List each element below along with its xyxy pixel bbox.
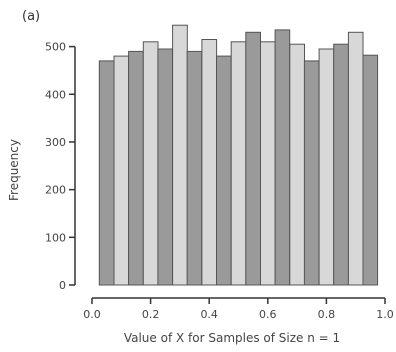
histogram-bar: [362, 54, 379, 286]
histogram-bar: [318, 48, 335, 286]
histogram-bar: [230, 41, 247, 286]
y-tick-label: 500: [45, 41, 66, 54]
histogram-bar: [113, 55, 130, 286]
y-axis-title: Frequency: [7, 139, 21, 201]
x-tick-label: 0.0: [83, 308, 101, 321]
histogram-bar: [142, 41, 159, 286]
y-tick-label: 300: [45, 136, 66, 149]
x-axis-title: Value of X for Samples of Size n = 1: [124, 331, 340, 345]
histogram-bar: [303, 60, 320, 286]
histogram-bar: [347, 31, 364, 286]
y-tick-label: 400: [45, 88, 66, 101]
panel-label: (a): [22, 9, 40, 24]
histogram-bar: [333, 43, 349, 286]
histogram-bar: [289, 43, 305, 286]
histogram-bar: [98, 60, 115, 286]
y-tick-label: 0: [59, 279, 66, 292]
x-tick-label: 0.6: [259, 308, 277, 321]
histogram-bar: [245, 31, 262, 286]
x-tick-label: 0.8: [318, 308, 336, 321]
histogram-bar: [216, 55, 232, 286]
histogram-bar: [201, 39, 218, 286]
axes-group: 0 100 200 300 400 500 0.0 0.2 0.4 0.6 0.8 1.0: [45, 41, 394, 321]
histogram-bar: [157, 48, 173, 286]
histogram-bar: [260, 41, 276, 286]
y-tick-label: 100: [45, 231, 66, 244]
histogram-bar: [274, 29, 291, 286]
x-tick-label: 0.2: [142, 308, 160, 321]
x-tick-label: 0.4: [200, 308, 218, 321]
x-tick-label: 1.0: [376, 308, 394, 321]
histogram-bar: [172, 24, 188, 286]
y-tick-label: 200: [45, 184, 66, 197]
histogram-bar: [128, 50, 144, 286]
histogram-bar: [186, 50, 203, 286]
bars-group: [98, 24, 379, 286]
